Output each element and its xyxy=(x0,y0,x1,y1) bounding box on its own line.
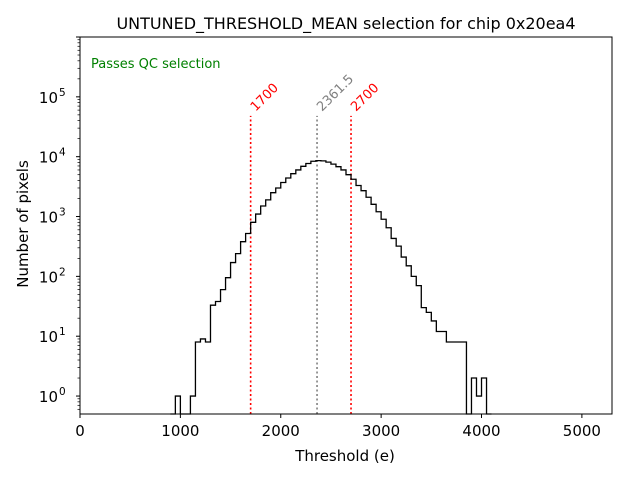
y-tick-label: 10 xyxy=(39,268,58,286)
x-tick-label: 3000 xyxy=(362,422,400,440)
y-tick-exponent: 4 xyxy=(59,147,66,159)
y-tick-exponent: 2 xyxy=(59,266,66,278)
x-tick-label: 1000 xyxy=(161,422,199,440)
y-tick-label: 10 xyxy=(39,149,58,167)
y-tick-label: 10 xyxy=(39,388,58,406)
x-tick-label: 2000 xyxy=(262,422,300,440)
x-tick-label: 5000 xyxy=(563,422,601,440)
x-axis-label: Threshold (e) xyxy=(294,447,395,465)
y-tick-exponent: 1 xyxy=(59,326,66,338)
y-tick-exponent: 5 xyxy=(59,87,66,99)
x-tick-label: 4000 xyxy=(462,422,500,440)
y-tick-label: 10 xyxy=(39,209,58,227)
y-tick-exponent: 3 xyxy=(59,207,66,219)
qc-annotation: Passes QC selection xyxy=(91,57,221,72)
chart-title: UNTUNED_THRESHOLD_MEAN selection for chi… xyxy=(116,14,575,34)
y-tick-label: 10 xyxy=(39,328,58,346)
plot-frame xyxy=(79,36,613,415)
y-tick-label: 10 xyxy=(39,89,58,107)
y-tick-exponent: 0 xyxy=(59,386,66,398)
x-tick-label: 0 xyxy=(75,422,85,440)
y-axis-label: Number of pixels xyxy=(14,160,32,288)
histogram-step-line xyxy=(170,159,492,415)
